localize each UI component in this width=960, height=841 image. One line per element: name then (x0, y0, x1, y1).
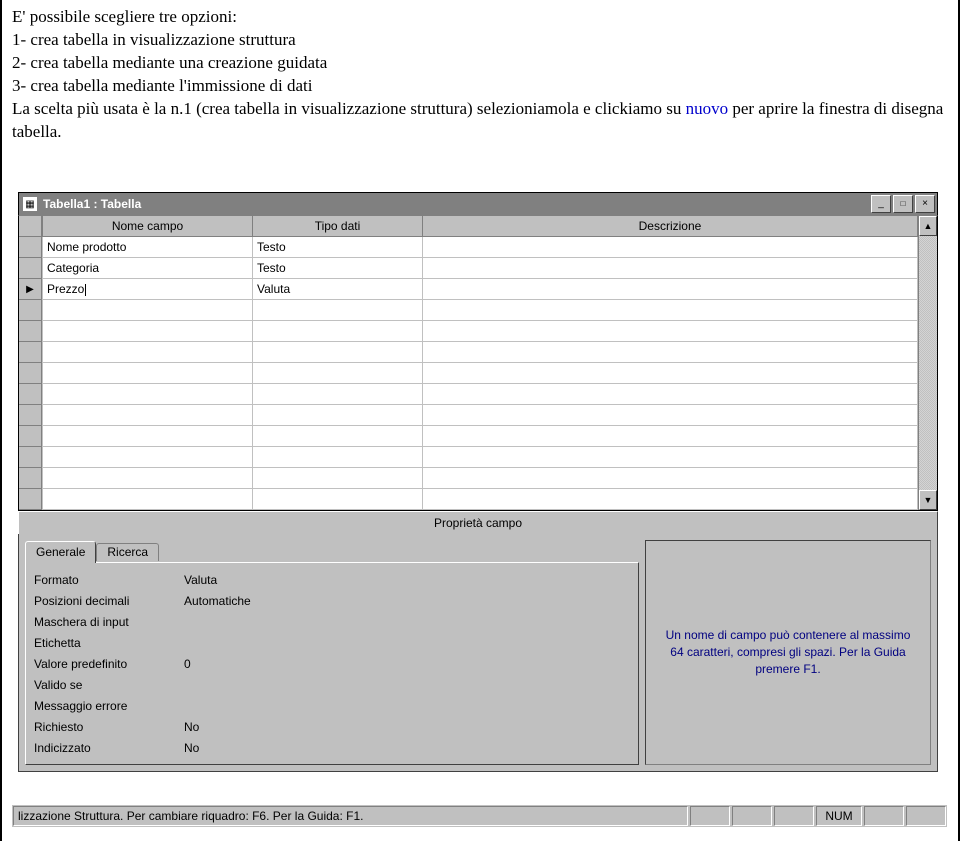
intro-line: La scelta più usata è la n.1 (crea tabel… (12, 98, 950, 144)
intro-line: E' possibile scegliere tre opzioni: (12, 6, 950, 29)
status-cell (906, 806, 946, 826)
minimize-button[interactable]: _ (871, 195, 891, 213)
col-header-name[interactable]: Nome campo (43, 216, 253, 237)
row-selector-active[interactable]: ▶ (19, 279, 41, 300)
table-row[interactable] (43, 384, 918, 405)
field-type-cell[interactable]: Testo (253, 258, 423, 279)
intro-line: 1- crea tabella in visualizzazione strut… (12, 29, 950, 52)
prop-label: Formato (34, 573, 184, 587)
tab-lookup[interactable]: Ricerca (96, 543, 159, 561)
table-row[interactable] (43, 300, 918, 321)
field-name-cell[interactable]: Nome prodotto (43, 237, 253, 258)
status-cell (864, 806, 904, 826)
table-row[interactable] (43, 426, 918, 447)
table-row[interactable] (43, 447, 918, 468)
scroll-down-button[interactable]: ▼ (919, 490, 937, 510)
scroll-up-button[interactable]: ▲ (919, 216, 937, 236)
field-type-cell[interactable]: Valuta (253, 279, 423, 300)
status-bar: lizzazione Struttura. Per cambiare riqua… (12, 804, 947, 827)
table-design-window: ▦ Tabella1 : Tabella _ □ × ▶ Nome campo … (18, 192, 938, 772)
help-text: Un nome di campo può contenere al massim… (645, 540, 931, 765)
prop-label: Richiesto (34, 720, 184, 734)
prop-label: Etichetta (34, 636, 184, 650)
status-text: lizzazione Struttura. Per cambiare riqua… (13, 806, 688, 826)
property-tabs: Generale Ricerca (25, 540, 639, 562)
prop-value[interactable]: 0 (184, 657, 630, 671)
table-row[interactable]: Nome prodotto Testo (43, 237, 918, 258)
intro-line: 2- crea tabella mediante una creazione g… (12, 52, 950, 75)
selector-header (19, 216, 41, 237)
table-row[interactable]: Categoria Testo (43, 258, 918, 279)
prop-label: Messaggio errore (34, 699, 184, 713)
field-desc-cell[interactable] (423, 237, 918, 258)
titlebar[interactable]: ▦ Tabella1 : Tabella _ □ × (18, 192, 938, 215)
window-title: Tabella1 : Tabella (43, 197, 871, 211)
table-row[interactable] (43, 363, 918, 384)
row-selector[interactable] (19, 237, 41, 258)
table-row[interactable] (43, 342, 918, 363)
prop-value[interactable]: Automatiche (184, 594, 630, 608)
status-cell (732, 806, 772, 826)
table-row[interactable]: Prezzo Valuta (43, 279, 918, 300)
field-desc-cell[interactable] (423, 279, 918, 300)
maximize-button[interactable]: □ (893, 195, 913, 213)
col-header-type[interactable]: Tipo dati (253, 216, 423, 237)
vertical-scrollbar[interactable]: ▲ ▼ (918, 216, 937, 510)
status-num: NUM (816, 806, 862, 826)
table-row[interactable] (43, 321, 918, 342)
prop-label: Posizioni decimali (34, 594, 184, 608)
field-name-cell[interactable]: Categoria (43, 258, 253, 279)
field-grid[interactable]: ▶ Nome campo Tipo dati Descrizione Nome … (18, 215, 938, 511)
field-type-cell[interactable]: Testo (253, 237, 423, 258)
status-cell (690, 806, 730, 826)
property-list: FormatoValuta Posizioni decimaliAutomati… (25, 562, 639, 765)
table-icon: ▦ (23, 197, 37, 211)
table-row[interactable] (43, 405, 918, 426)
intro-line: 3- crea tabella mediante l'immissione di… (12, 75, 950, 98)
nuovo-link[interactable]: nuovo (686, 99, 729, 118)
prop-label: Maschera di input (34, 615, 184, 629)
table-row[interactable] (43, 468, 918, 489)
prop-value[interactable]: Valuta (184, 573, 630, 587)
prop-value[interactable]: No (184, 741, 630, 755)
row-selector-column[interactable]: ▶ (19, 216, 42, 510)
intro-text: E' possibile scegliere tre opzioni: 1- c… (12, 6, 950, 144)
status-cell (774, 806, 814, 826)
close-button[interactable]: × (915, 195, 935, 213)
field-desc-cell[interactable] (423, 258, 918, 279)
col-header-desc[interactable]: Descrizione (423, 216, 918, 237)
scroll-track[interactable] (919, 236, 937, 490)
prop-label: Valido se (34, 678, 184, 692)
properties-section-title: Proprietà campo (18, 511, 938, 534)
table-row[interactable] (43, 489, 918, 510)
tab-general[interactable]: Generale (25, 541, 96, 563)
field-properties-pane: Generale Ricerca FormatoValuta Posizioni… (18, 534, 938, 772)
field-name-cell-active[interactable]: Prezzo (43, 279, 253, 300)
row-selector[interactable] (19, 258, 41, 279)
prop-label: Indicizzato (34, 741, 184, 755)
prop-value[interactable]: No (184, 720, 630, 734)
prop-label: Valore predefinito (34, 657, 184, 671)
